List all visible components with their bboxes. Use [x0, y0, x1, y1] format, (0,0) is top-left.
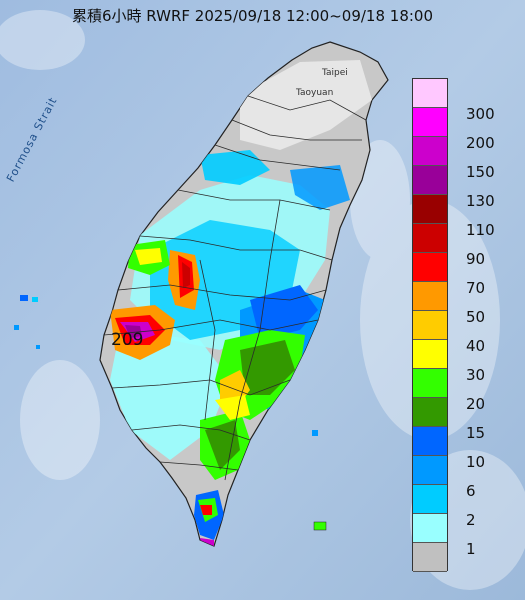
legend-label: 2 — [466, 511, 476, 529]
legend-label: 30 — [466, 366, 486, 384]
legend-swatch — [413, 340, 447, 369]
legend-swatch — [413, 282, 447, 311]
legend-swatch — [413, 427, 447, 456]
legend-swatch — [413, 456, 447, 485]
legend-swatch — [413, 543, 447, 572]
legend-label: 40 — [466, 337, 486, 355]
legend-label: 300 — [466, 105, 495, 123]
legend-label: 1 — [466, 540, 476, 558]
map-title: 累積6小時 RWRF 2025/09/18 12:00~09/18 18:00 — [72, 7, 434, 25]
legend-label: 10 — [466, 453, 486, 471]
legend-label: 15 — [466, 424, 486, 442]
legend-swatch — [413, 195, 447, 224]
legend-swatch — [413, 485, 447, 514]
color-legend — [412, 78, 448, 572]
legend-label: 150 — [466, 163, 495, 181]
legend-swatch — [413, 79, 447, 108]
legend-swatch — [413, 398, 447, 427]
legend-label: 130 — [466, 192, 495, 210]
legend-label: 20 — [466, 395, 486, 413]
legend-swatch — [413, 137, 447, 166]
legend-label: 200 — [466, 134, 495, 152]
legend-label: 6 — [466, 482, 476, 500]
legend-swatch — [413, 253, 447, 282]
place-label-taoyuan: Taoyuan — [296, 88, 334, 98]
legend-swatch — [413, 311, 447, 340]
legend-label: 110 — [466, 221, 495, 239]
legend-label: 70 — [466, 279, 486, 297]
place-label-taipei: Taipei — [322, 68, 348, 78]
max-value-label: 209 — [111, 330, 144, 350]
legend-swatch — [413, 166, 447, 195]
legend-swatch — [413, 108, 447, 137]
legend-swatch — [413, 224, 447, 253]
admin-boundaries — [103, 95, 367, 481]
legend-label: 50 — [466, 308, 486, 326]
offshore-islands — [14, 295, 327, 531]
legend-swatch — [413, 369, 447, 398]
legend-label: 90 — [466, 250, 486, 268]
legend-swatch — [413, 514, 447, 543]
